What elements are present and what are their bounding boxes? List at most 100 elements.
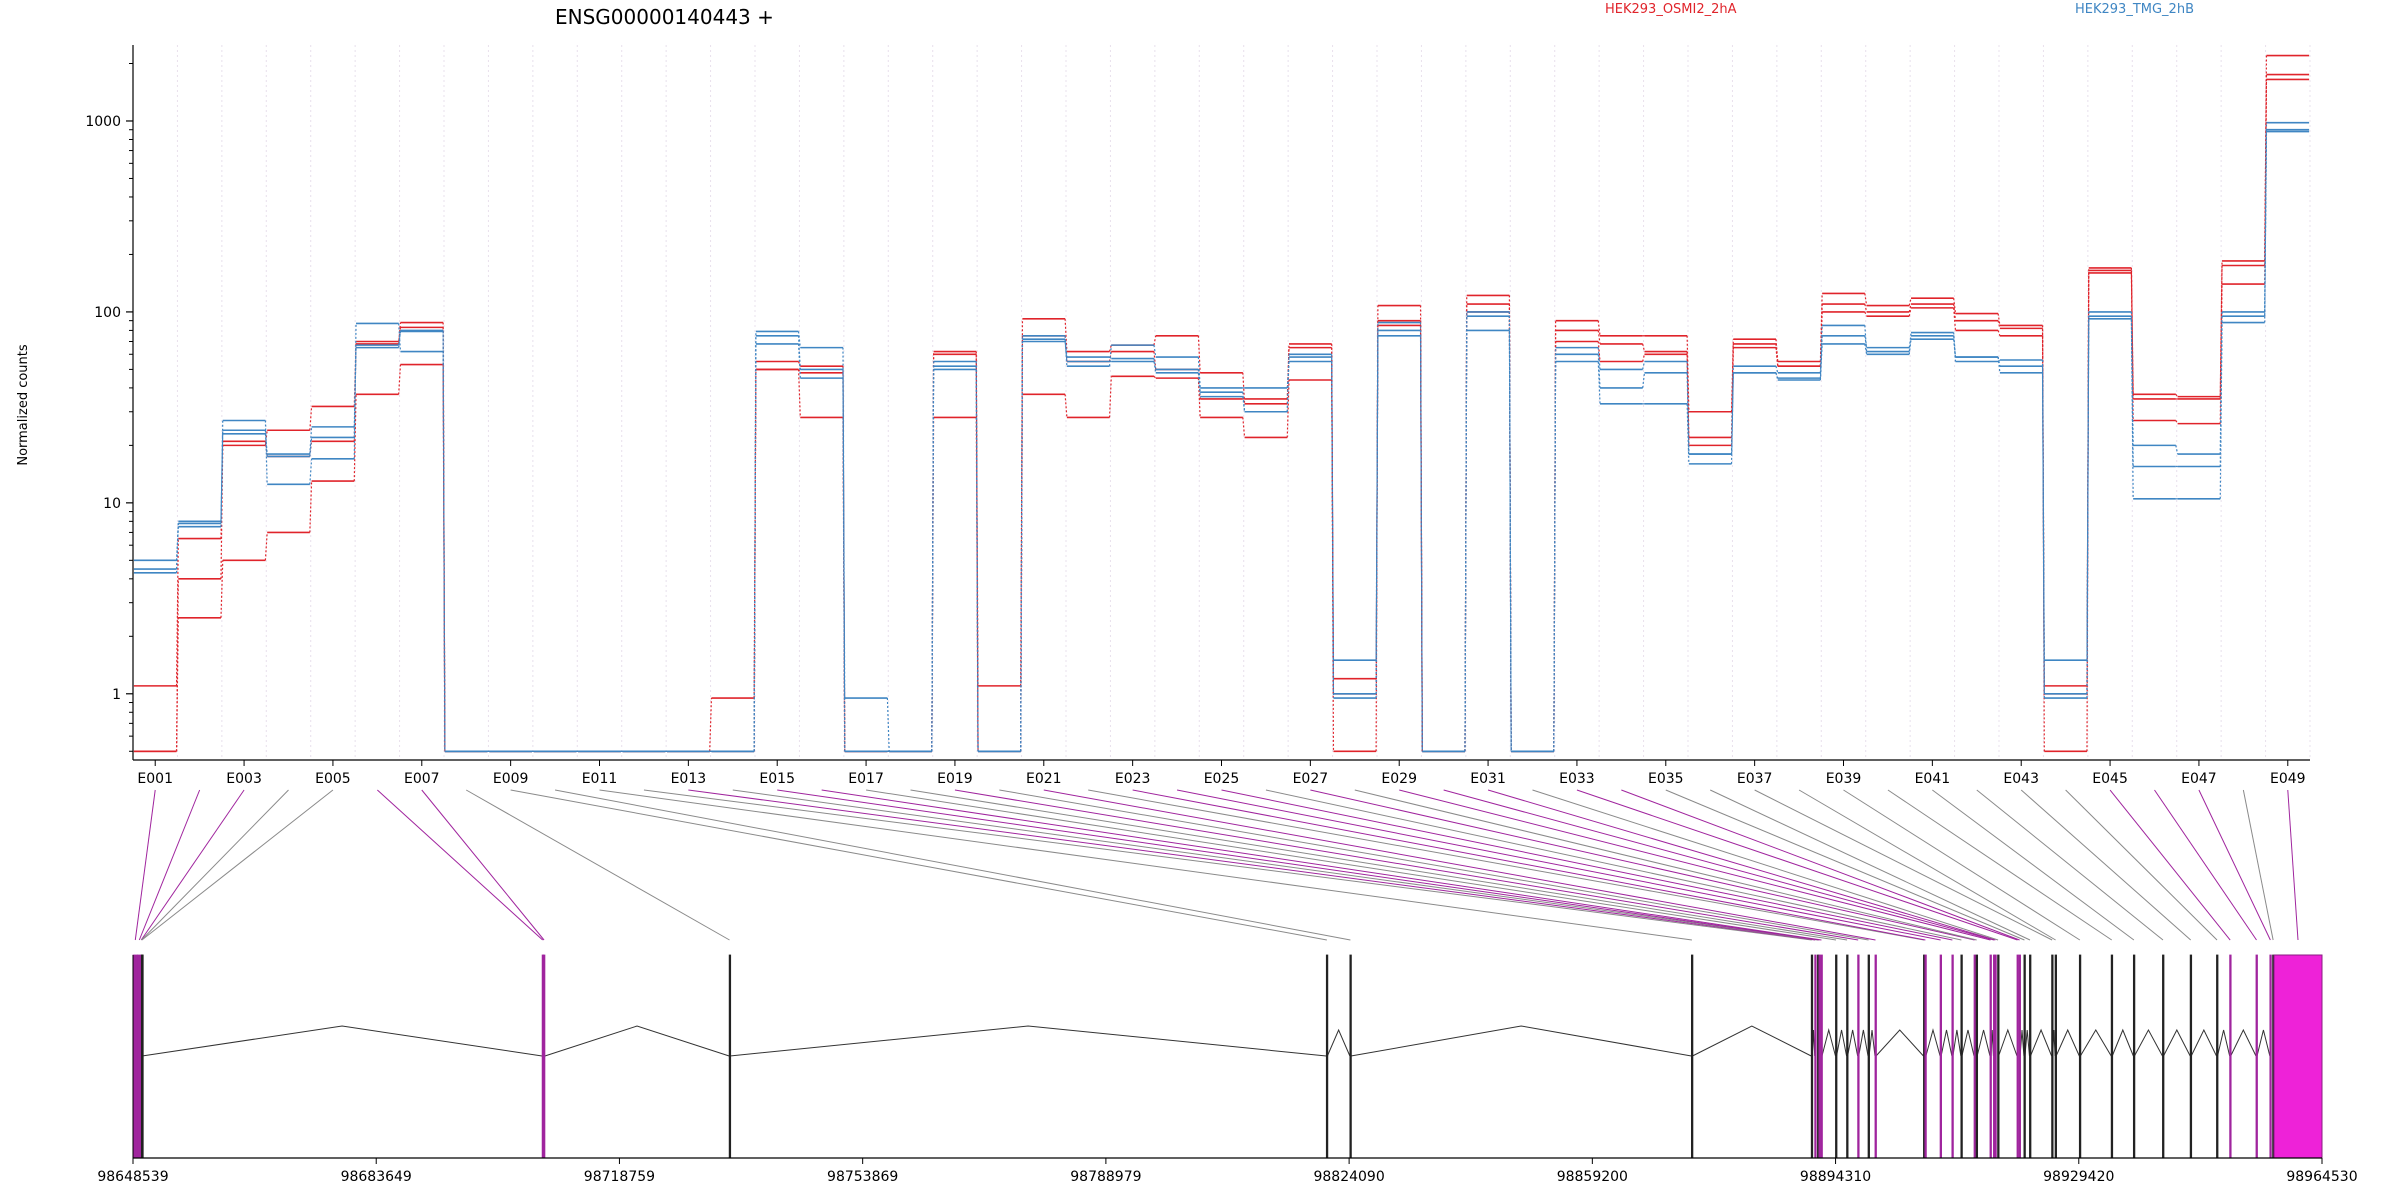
exon-block: [2269, 954, 2272, 1159]
x-tick-label: E013: [671, 771, 707, 787]
exon-block: [2132, 954, 2136, 1159]
series-connector: [1997, 357, 2001, 373]
exon-block: [542, 954, 546, 1159]
exon-connector: [2154, 789, 2257, 941]
exon-connector: [2242, 789, 2274, 941]
gene-model: [132, 954, 2323, 1159]
exon-connector: [688, 789, 1816, 941]
series-connector: [442, 351, 446, 752]
exon-block: [1814, 954, 1817, 1159]
series-connector: [1108, 345, 1112, 367]
series-connector: [1908, 307, 1912, 317]
exon-connector: [1843, 789, 2081, 941]
series-connector: [1508, 316, 1512, 752]
exon-block: [2162, 954, 2165, 1159]
x-tick-label: E037: [1737, 771, 1773, 787]
series-connector: [2175, 393, 2179, 398]
exon-block: [1997, 954, 2000, 1159]
intron: [2111, 1028, 2134, 1057]
exon-block: [141, 954, 144, 1159]
genomic-tick-label: 98929420: [2043, 1169, 2114, 1185]
exon-connector: [141, 789, 289, 941]
series-connector: [1997, 359, 2001, 362]
x-tick-label: E017: [848, 771, 884, 787]
exon-block: [1820, 954, 1823, 1159]
intron: [2190, 1028, 2217, 1057]
exon-block: [2054, 954, 2057, 1159]
exon-connector: [510, 789, 1327, 941]
exon-connector: [865, 789, 1837, 941]
exon-connector: [1354, 789, 1977, 941]
series-connector: [1775, 347, 1779, 367]
series-connector: [264, 430, 268, 446]
exon-block: [728, 954, 732, 1159]
exon-block: [1835, 954, 1838, 1159]
exon-block: [1810, 954, 1814, 1159]
chart-title: ENSG00000140443 +: [555, 5, 774, 29]
exon-connector: [1887, 789, 2112, 941]
series-connector: [1642, 354, 1646, 362]
exon-connector: [1043, 789, 1876, 941]
series-connector: [1153, 351, 1157, 370]
series-connector: [1153, 375, 1157, 379]
intron: [1868, 1029, 1876, 1057]
series-connector: [220, 560, 224, 618]
exon-connector: [465, 789, 730, 941]
series-connector: [1375, 330, 1379, 661]
genomic-tick-label: 98753869: [827, 1169, 898, 1185]
intron: [1875, 1029, 1924, 1057]
exon-connector: [1399, 789, 1991, 941]
y-tick-label: 100: [94, 305, 121, 321]
series-connector: [1953, 298, 1957, 314]
exon-block: [1325, 954, 1329, 1159]
series-connector: [1997, 330, 2001, 336]
exon-connector: [2287, 789, 2299, 941]
series-connector: [1730, 372, 1734, 455]
exon-block: [2255, 954, 2258, 1159]
series-connector: [1686, 372, 1690, 455]
exon-block: [2051, 954, 2054, 1159]
exon-connector: [377, 789, 543, 941]
exon-connector: [1310, 789, 1975, 941]
exon-block: [137, 954, 142, 1159]
series-connector: [1864, 335, 1868, 348]
series-connector: [1597, 341, 1601, 362]
series-connector: [398, 364, 402, 395]
exon-connector: [1754, 789, 2053, 941]
exon-connector: [1443, 789, 1995, 941]
series-connector: [1819, 293, 1823, 362]
x-tick-label: E009: [493, 771, 529, 787]
genomic-tick-label: 98859200: [1557, 1169, 1628, 1185]
intron: [2217, 1029, 2231, 1057]
genomic-tick-label: 98648539: [97, 1169, 168, 1185]
exon-block: [1994, 954, 1997, 1159]
exon-block: [1973, 954, 1976, 1159]
series-connector: [886, 698, 890, 752]
x-tick-label: E045: [2092, 771, 2128, 787]
exon-connector: [138, 789, 201, 941]
genomic-tick-label: 98964530: [2286, 1169, 2357, 1185]
x-tick-label: E015: [759, 771, 795, 787]
series-connector: [309, 426, 313, 455]
x-tick-label: E019: [937, 771, 973, 787]
intron: [2133, 1028, 2163, 1057]
series-connector: [264, 532, 268, 561]
series-connector: [309, 481, 313, 533]
exon-connector: [732, 789, 1819, 941]
exon-block: [2029, 954, 2032, 1159]
series-connector: [797, 331, 801, 348]
series-connector: [1908, 339, 1912, 355]
x-tick-label: E021: [1026, 771, 1062, 787]
intron: [1976, 1029, 1991, 1057]
series-connector: [1108, 344, 1112, 352]
series-connector: [1242, 417, 1246, 438]
intron: [1925, 1028, 1941, 1057]
exon-connector: [1088, 789, 1925, 941]
series-connector: [220, 430, 224, 522]
legend-entry-tmg: HEK293_TMG_2hB: [2075, 2, 2194, 17]
exon-connector: [1576, 789, 2018, 941]
intron: [2079, 1029, 2112, 1057]
exon-connector: [910, 789, 1848, 941]
series-1: [133, 54, 2310, 753]
series-connector: [2264, 131, 2268, 317]
